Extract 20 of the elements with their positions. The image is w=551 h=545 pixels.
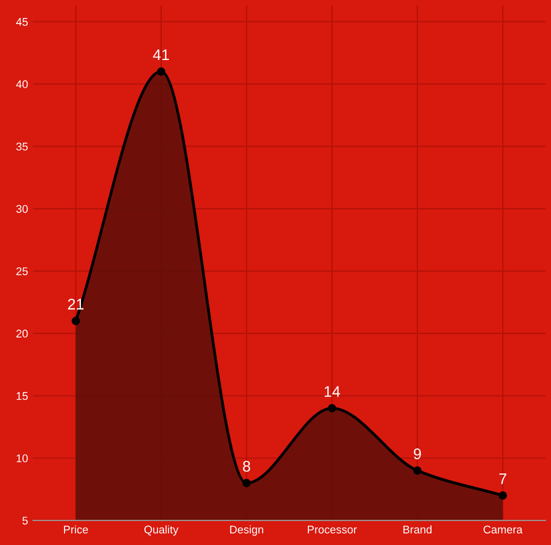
y-tick-label: 15	[16, 392, 28, 400]
data-label: 8	[242, 460, 250, 472]
data-label: 41	[153, 50, 169, 60]
data-label: 9	[414, 448, 421, 460]
y-tick-label: 40	[16, 80, 28, 88]
y-tick-label: 45	[16, 18, 28, 26]
x-tick-label: Price	[64, 525, 88, 534]
y-tick-label: 35	[16, 142, 28, 150]
x-tick-label: Camera	[484, 526, 523, 534]
y-tick-label: 25	[16, 267, 28, 276]
y-tick-label: 10	[16, 454, 28, 462]
y-tick-label: 5	[22, 516, 28, 525]
y-tick-label: 20	[16, 330, 28, 338]
x-tick-label: Brand	[403, 525, 432, 534]
x-tick-label: Design	[230, 525, 264, 536]
y-tick-label: 30	[16, 204, 28, 213]
data-label: 7	[499, 474, 506, 484]
data-label: 14	[324, 386, 340, 397]
x-tick-label: Processor	[308, 526, 357, 534]
x-tick-label: Quality	[144, 525, 178, 536]
